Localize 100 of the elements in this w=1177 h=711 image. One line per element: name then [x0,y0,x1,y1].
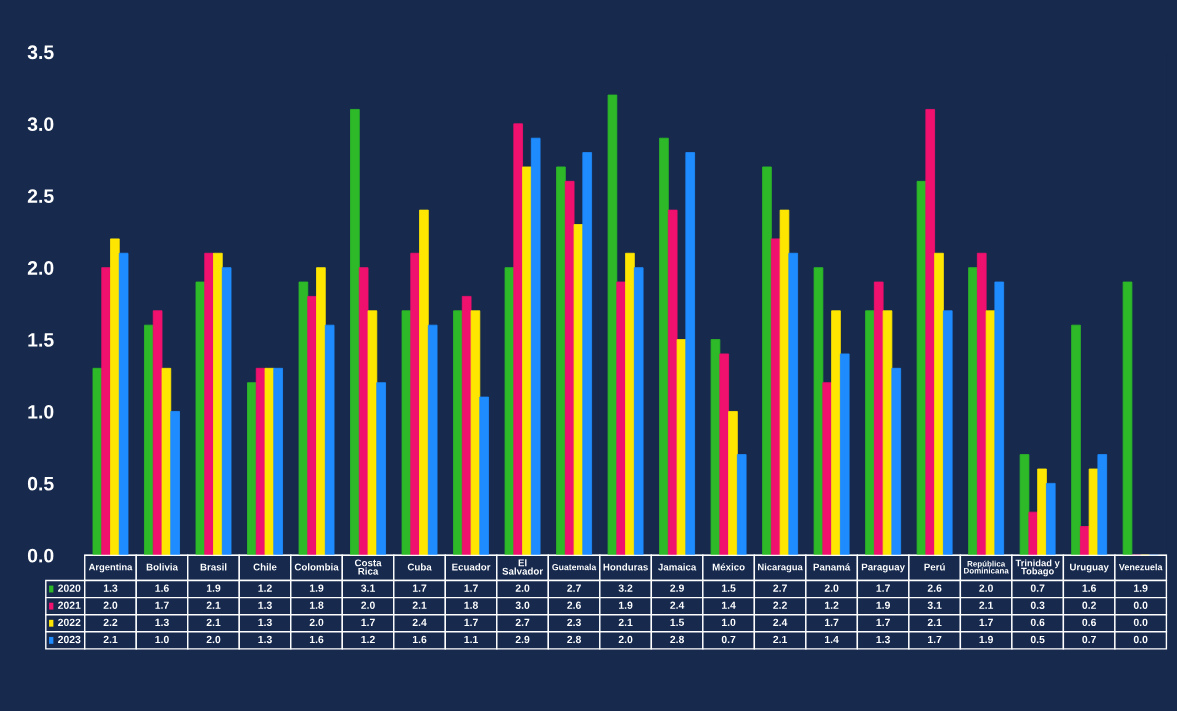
bar [273,367,283,556]
bar [607,94,618,556]
data-label: 1.7 [876,584,890,592]
data-label: 1.1 [464,635,478,644]
data-label: 2.1 [103,635,118,644]
data-label: 1.7 [876,618,890,626]
bar [410,252,420,556]
data-label: 1.6 [1082,584,1097,592]
data-label: 1.2 [361,635,375,644]
data-label: 1.7 [928,635,942,644]
data-label: 2.8 [567,635,581,644]
data-label: 0.0 [1133,618,1148,627]
x-tick-label: Costa Rica [354,559,382,575]
data-label: 2.6 [927,584,942,592]
data-label: 1.3 [103,584,118,592]
bar [427,324,438,556]
data-label: 2.1 [773,635,788,644]
x-tick-label: Uruguay [1070,563,1109,573]
bar [788,252,799,556]
data-label: 0.6 [1030,618,1045,627]
data-label: 2.1 [618,618,633,626]
data-label: 2.0 [618,635,633,644]
bar [667,209,678,556]
bar [161,367,172,556]
bar [513,123,523,556]
bar [144,324,154,556]
bar [470,310,481,556]
data-label: 1.9 [876,601,890,609]
data-label: 0.3 [1030,601,1045,609]
y-tick-label: 0.5 [27,476,54,491]
bar [779,209,790,556]
bar [1045,482,1056,556]
data-label: 0.6 [1082,618,1097,627]
bar [101,267,111,556]
legend-label: 2020 [58,584,81,592]
data-label: 1.5 [670,618,685,627]
bar [582,152,592,556]
bar [891,367,902,556]
data-label: 1.9 [309,584,324,592]
data-label: 1.7 [464,584,478,592]
data-label: 2.8 [670,635,684,644]
bar [916,180,927,556]
x-tick-label: Cuba [407,563,432,571]
bar [118,252,129,556]
data-label: 1.2 [258,584,272,592]
bar [221,267,232,556]
data-label: 2.1 [927,618,942,626]
data-label: 1.3 [258,601,272,609]
bar [968,267,978,556]
data-label: 2.6 [567,601,581,609]
bar [204,252,214,556]
data-label: 1.7 [155,601,169,609]
data-label: 3.0 [515,601,530,609]
bar [685,152,696,556]
data-label: 0.0 [1133,635,1148,644]
bar [298,281,309,556]
data-label: 1.2 [825,601,839,609]
data-label: 1.6 [155,584,169,592]
bar [376,382,386,556]
bar [264,367,275,556]
x-tick-label: Perú [924,563,945,571]
data-label: 1.4 [825,635,839,644]
bar [625,252,635,556]
data-label: 1.7 [361,618,375,626]
x-tick-label: Bolivia [146,563,179,571]
data-label: 0.7 [721,635,736,644]
data-label: 2.0 [361,601,375,609]
x-tick-label: Chile [253,563,277,571]
data-label: 2.0 [979,584,993,592]
data-label: 1.9 [618,601,633,609]
bar [247,382,257,556]
data-label: 1.9 [1134,584,1148,592]
x-tick-label: Jamaica [658,563,697,571]
y-tick-label: 3.5 [27,45,54,60]
bar [316,267,326,556]
bar [324,324,335,556]
data-label: 2.4 [773,618,788,626]
y-tick-label: 1.0 [28,404,54,419]
x-tick-label: Nicaragua [758,563,803,573]
x-tick-label: Colombia [294,563,339,571]
x-tick-label: Guatemala [552,563,597,571]
x-tick-label: Venezuela [1118,563,1163,571]
x-tick-label: Panamá [813,563,851,571]
x-tick-label: Paraguay [861,563,905,573]
data-label: 1.5 [722,584,736,592]
bar [307,295,317,556]
data-label: 1.7 [464,618,478,626]
bar [865,310,875,556]
data-label: 2.0 [103,601,118,609]
bar [719,353,730,556]
y-tick-label: 2.5 [27,189,54,203]
bar [710,339,721,556]
data-label: 2.9 [670,584,684,592]
data-label: 1.7 [979,618,993,626]
x-tick-label: Trinidad y Tobago [1015,559,1060,577]
bar [822,382,833,556]
bar [633,267,644,556]
data-label: 3.1 [361,584,375,592]
legend-label: 2022 [58,618,81,627]
bar [1071,324,1081,556]
